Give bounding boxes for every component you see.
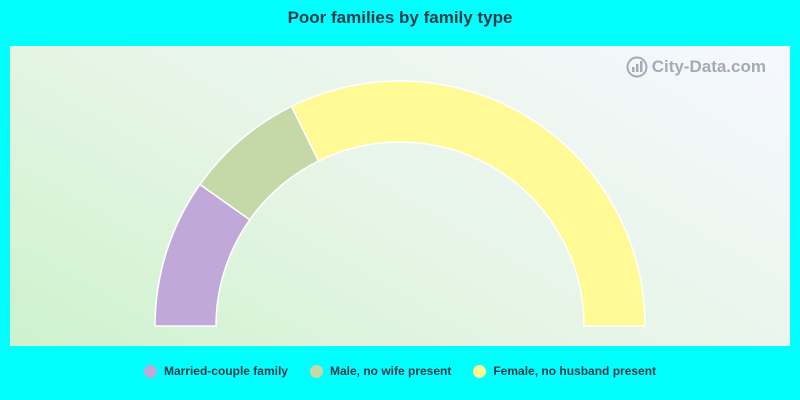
city-data-logo-icon	[626, 56, 648, 78]
legend-item: Male, no wife present	[309, 364, 452, 378]
watermark-text: City-Data.com	[651, 57, 766, 76]
legend: Married-couple family Male, no wife prese…	[0, 364, 800, 378]
legend-swatch	[143, 364, 157, 378]
legend-swatch	[473, 364, 487, 378]
slice-female-no-husband-present[interactable]	[290, 80, 646, 327]
legend-swatch	[309, 364, 323, 378]
legend-label: Female, no husband present	[493, 364, 657, 378]
legend-label: Male, no wife present	[329, 364, 452, 378]
legend-item: Married-couple family	[143, 364, 288, 378]
watermark: City-Data.com	[626, 56, 766, 78]
legend-item: Female, no husband present	[473, 364, 656, 378]
chart-title: Poor families by family type	[287, 8, 513, 27]
legend-label: Married-couple family	[163, 364, 288, 378]
